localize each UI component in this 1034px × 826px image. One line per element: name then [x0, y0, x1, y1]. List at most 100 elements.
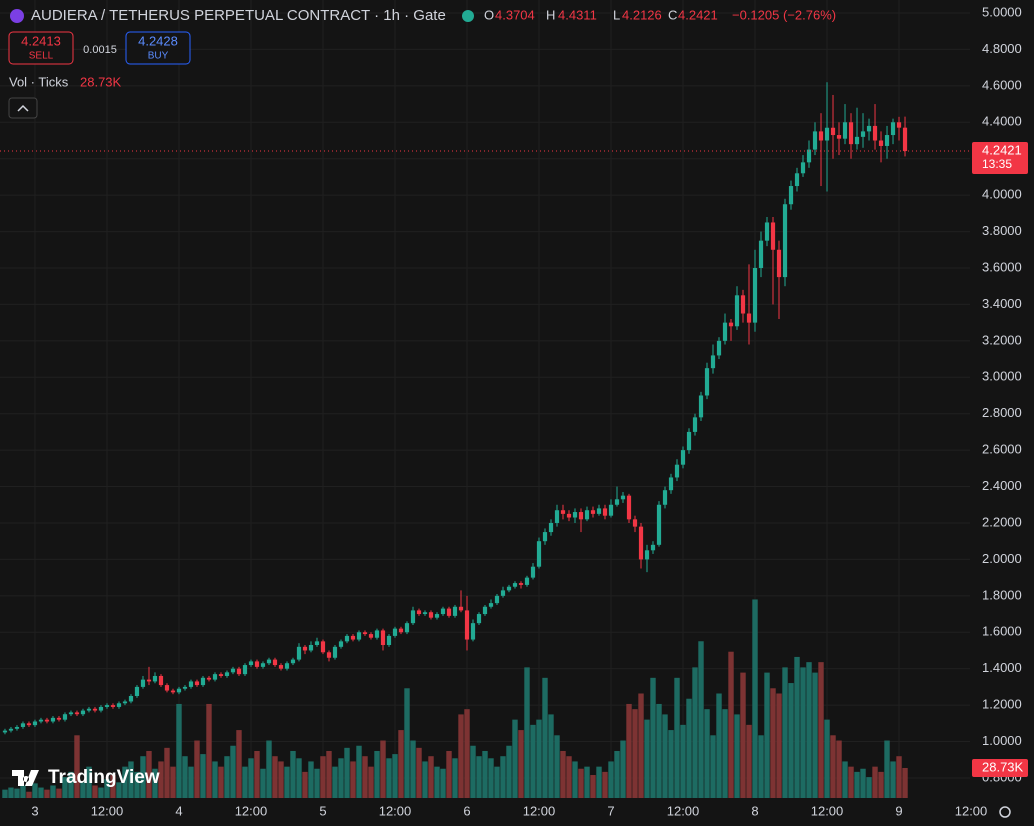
- candle-body: [302, 646, 308, 651]
- volume-bar: [326, 750, 332, 798]
- candle-body: [566, 513, 572, 518]
- candle-body: [806, 149, 812, 163]
- candle-body: [422, 612, 428, 615]
- volume-bar: [740, 672, 746, 798]
- last-volume-label: 28.73K: [982, 759, 1024, 774]
- buy-label: BUY: [148, 51, 169, 62]
- volume-bar: [248, 758, 254, 798]
- sell-button[interactable]: [8, 31, 74, 65]
- candle-body: [620, 495, 626, 500]
- volume-bar: [578, 768, 584, 798]
- candle-body: [200, 677, 206, 686]
- time-axis-panel: [0, 798, 1034, 826]
- candle-body: [452, 606, 458, 616]
- candle-body: [158, 675, 164, 686]
- candle-body: [638, 526, 644, 560]
- volume-bar: [464, 709, 470, 798]
- volume-bar: [872, 766, 878, 798]
- x-tick-label: 12:00: [235, 803, 268, 818]
- x-tick-label: 12:00: [667, 803, 700, 818]
- candle-body: [578, 512, 584, 520]
- volume-bar: [176, 703, 182, 798]
- candle-body: [440, 608, 446, 615]
- volume-bar: [752, 599, 758, 798]
- volume-bar: [224, 756, 230, 798]
- candle-body: [632, 519, 638, 527]
- candle-body: [224, 672, 230, 676]
- candle-body: [152, 675, 158, 682]
- y-tick-label: 1.8000: [982, 587, 1022, 602]
- volume-bar: [476, 756, 482, 798]
- buy-button[interactable]: [125, 31, 191, 65]
- y-tick-label: 3.2000: [982, 332, 1022, 347]
- volume-bar: [260, 768, 266, 798]
- volume-bar: [242, 766, 248, 798]
- candle-body: [164, 685, 170, 691]
- volume-bar: [182, 756, 188, 798]
- candle-body: [872, 125, 878, 141]
- volume-bar: [320, 756, 326, 798]
- volume-bar: [98, 787, 104, 798]
- volume-bar: [566, 756, 572, 798]
- volume-bar: [218, 766, 224, 798]
- candle-body: [836, 135, 842, 139]
- volume-bar: [728, 651, 734, 798]
- candle-body: [650, 544, 656, 551]
- collapse-button[interactable]: [8, 97, 38, 119]
- candle-body: [878, 140, 884, 146]
- volume-bar: [404, 688, 410, 798]
- y-tick-label: 2.2000: [982, 514, 1022, 529]
- candle-body: [182, 686, 188, 689]
- candle-body: [626, 495, 632, 520]
- candle-body: [656, 504, 662, 545]
- volume-bar: [812, 672, 818, 798]
- candle-body: [764, 222, 770, 241]
- settings-button[interactable]: [999, 806, 1011, 818]
- volume-bar: [200, 754, 206, 798]
- volume-bar: [158, 761, 164, 798]
- y-tick-label: 1.6000: [982, 624, 1022, 639]
- volume-bar: [824, 719, 830, 798]
- candle-body: [692, 417, 698, 432]
- candle-body: [242, 665, 248, 675]
- candle-body: [596, 508, 602, 514]
- volume-bar: [536, 719, 542, 798]
- volume-bar: [38, 787, 44, 798]
- y-tick-label: 2.0000: [982, 551, 1022, 566]
- price-axis-panel: [970, 0, 1034, 826]
- volume-bar: [116, 782, 122, 798]
- volume-bar: [428, 756, 434, 798]
- candle-body: [380, 630, 386, 646]
- candle-body: [860, 131, 866, 137]
- volume-bar: [746, 724, 752, 798]
- candle-body: [260, 663, 266, 667]
- candle-body: [866, 125, 872, 132]
- candle-body: [482, 606, 488, 615]
- candle-body: [296, 646, 302, 660]
- candle-body: [896, 122, 902, 128]
- volume-bar: [842, 761, 848, 798]
- last-price-box: [972, 142, 1028, 175]
- axes: 0.80001.00001.20001.40001.60001.80002.00…: [31, 4, 1028, 818]
- candle-body: [416, 610, 422, 615]
- candle-body: [110, 705, 116, 707]
- volume-title: Vol · Ticks: [9, 74, 69, 89]
- volume-bar: [704, 709, 710, 798]
- candle-body: [26, 723, 32, 726]
- candle-body: [518, 583, 524, 585]
- candle-body: [728, 322, 734, 327]
- candle-body: [698, 395, 704, 418]
- candle-body: [668, 477, 674, 491]
- ohlc-value: 4.2421: [678, 7, 718, 22]
- candle-body: [746, 313, 752, 323]
- volume-bar: [506, 745, 512, 798]
- candle-body: [338, 641, 344, 647]
- volume-bar: [194, 740, 200, 798]
- ohlc-letter: L: [613, 7, 620, 22]
- volume-bar: [92, 785, 98, 798]
- volume-bar: [860, 768, 866, 798]
- volume-bar: [80, 782, 86, 798]
- volume-bar: [620, 740, 626, 798]
- candle-body: [38, 719, 44, 722]
- y-tick-label: 4.0000: [982, 187, 1022, 202]
